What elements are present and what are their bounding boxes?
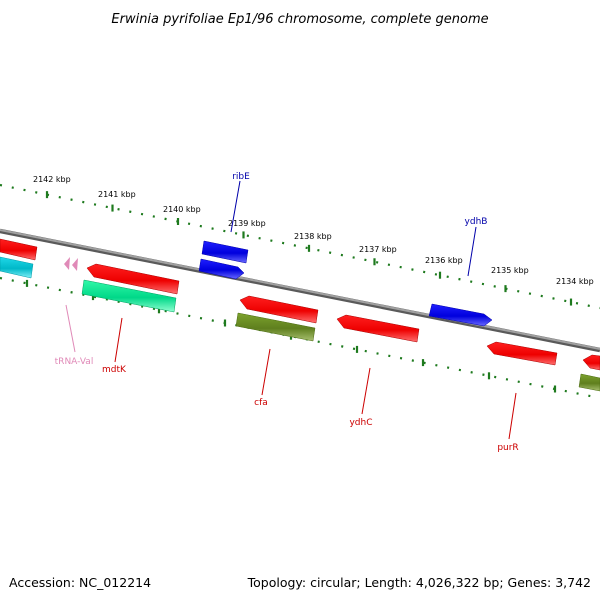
label-tRNA-Val: tRNA-Val bbox=[55, 357, 94, 367]
outer-scale-track bbox=[0, 183, 600, 310]
genome-summary-text: Topology: circular; Length: 4,026,322 bp… bbox=[247, 575, 591, 590]
gene-blue-forward-2 bbox=[198, 258, 245, 280]
leader-cfa bbox=[261, 348, 271, 396]
trna-val-marker bbox=[64, 257, 78, 271]
gene-mdtK bbox=[86, 263, 180, 295]
label-ribE: ribE bbox=[232, 172, 250, 182]
gene-cyan-left-edge bbox=[0, 256, 34, 279]
map-title: Erwinia pyrifoliae Ep1/96 chromosome, co… bbox=[111, 12, 488, 27]
label-leaders bbox=[65, 180, 517, 440]
gene-teal-mdtK-region bbox=[81, 279, 177, 313]
gene-cfa-red bbox=[239, 295, 319, 324]
label-mdtK: mdtK bbox=[102, 365, 127, 375]
tick-label-2139: 2139 kbp bbox=[228, 219, 266, 228]
gene-purR bbox=[486, 341, 558, 366]
leader-ribE bbox=[230, 180, 241, 233]
label-ydhC: ydhC bbox=[349, 418, 372, 428]
tick-label-2134: 2134 kbp bbox=[556, 277, 594, 286]
tick-label-2140: 2140 kbp bbox=[163, 205, 201, 214]
leader-mdtK bbox=[114, 317, 123, 363]
label-ydhB: ydhB bbox=[465, 217, 488, 227]
leader-purR bbox=[508, 392, 517, 440]
tick-label-2136: 2136 kbp bbox=[425, 256, 463, 265]
gene-labels: ribE ydhB tRNA-Val mdtK cfa ydhC purR bbox=[55, 172, 519, 453]
outer-major-ticks bbox=[45, 191, 573, 306]
gene-cfa-green bbox=[235, 312, 316, 342]
gene-red-left-edge bbox=[0, 238, 38, 261]
tick-label-2138: 2138 kbp bbox=[294, 232, 332, 241]
tick-labels: 2142 kbp 2141 kbp 2140 kbp 2139 kbp 2138… bbox=[33, 175, 594, 286]
label-purR: purR bbox=[497, 443, 518, 453]
tick-label-2137: 2137 kbp bbox=[359, 245, 397, 254]
tick-label-2141: 2141 kbp bbox=[98, 190, 136, 199]
gene-ribE-forward bbox=[201, 240, 249, 264]
accession-text: Accession: NC_012214 bbox=[9, 575, 151, 590]
label-cfa: cfa bbox=[254, 398, 268, 408]
tick-label-2135: 2135 kbp bbox=[491, 266, 529, 275]
genome-backbone bbox=[0, 228, 600, 353]
tick-label-2142: 2142 kbp bbox=[33, 175, 71, 184]
gene-ydhC bbox=[336, 314, 420, 343]
leader-ydhC bbox=[361, 367, 371, 415]
gene-ydhB-forward bbox=[428, 303, 493, 327]
gene-green-right-edge bbox=[578, 373, 600, 392]
leader-ydhB bbox=[467, 226, 477, 277]
leader-tRNA-Val bbox=[65, 304, 76, 353]
gene-red-right-edge bbox=[582, 354, 600, 371]
